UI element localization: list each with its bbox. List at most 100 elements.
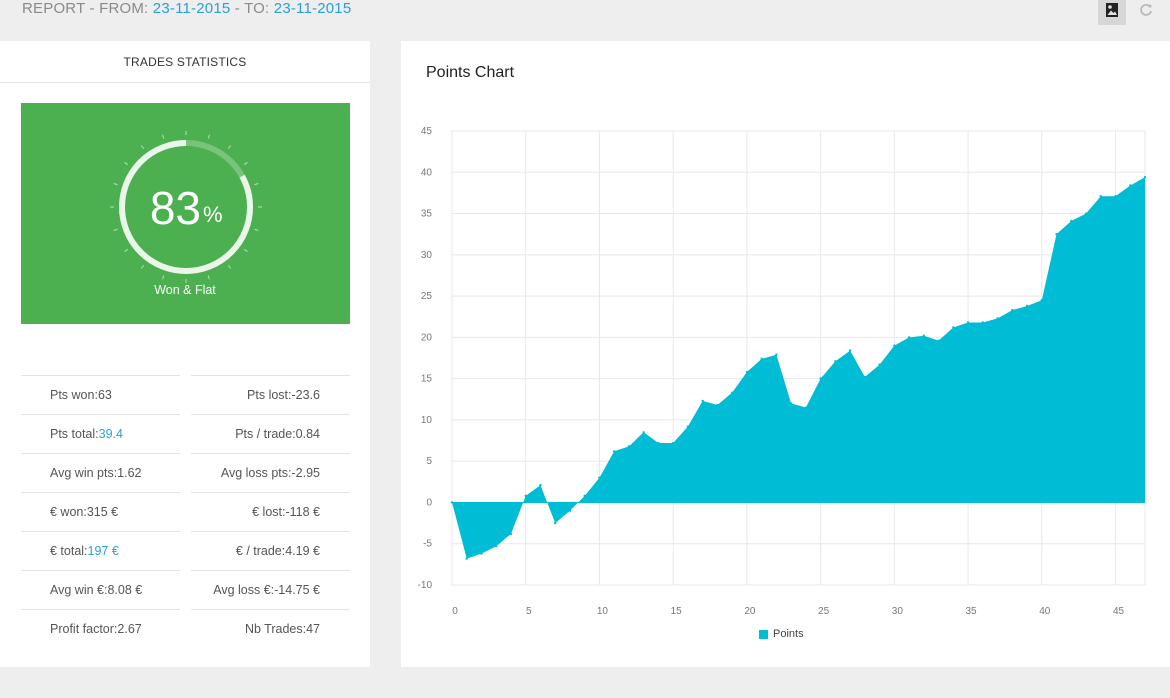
panel-title: TRADES STATISTICS (0, 41, 370, 83)
data-point (1040, 299, 1043, 302)
data-point (966, 321, 970, 324)
data-point (937, 339, 940, 342)
data-point (819, 377, 822, 380)
data-point (848, 349, 852, 352)
from-date[interactable]: 23-11-2015 (152, 0, 231, 17)
data-point (1025, 304, 1029, 308)
chart-title: Points Chart (426, 64, 515, 81)
gauge-unit: % (203, 202, 223, 227)
data-point (627, 445, 631, 448)
y-tick-label: 10 (421, 415, 433, 426)
stats-right-column: Pts lost: -23.6 Pts / trade: 0.84 Avg loss… (191, 375, 350, 648)
y-tick-label: 30 (421, 250, 433, 261)
report-title: REPORT - FROM: 23-11-2015 - TO: 23-11-20… (22, 0, 351, 18)
data-point (922, 334, 926, 337)
stat-row: Pts lost: -23.6 (191, 375, 350, 414)
stat-value: 0.84 (295, 427, 320, 441)
stat-label: Pts / trade: (235, 427, 296, 441)
stat-row: € total: 197 € (21, 531, 180, 570)
data-point (509, 532, 513, 536)
stat-row: Nb Trades: 47 (191, 609, 350, 648)
y-tick-label: 5 (426, 456, 432, 467)
stat-value: 39.4 (98, 427, 123, 441)
stat-row: Profit factor: 2.67 (21, 609, 180, 648)
y-tick-label: -10 (418, 580, 433, 591)
y-tick-label: 0 (426, 497, 432, 508)
stat-value: 4.19 € (285, 544, 320, 558)
gauge-tick (162, 275, 165, 280)
x-tick-label: 30 (892, 606, 904, 617)
gauge-tick (124, 248, 129, 253)
chart-legend[interactable]: Points (759, 628, 804, 640)
data-point (1070, 219, 1073, 223)
image-export-button[interactable] (1098, 0, 1126, 25)
data-point (760, 357, 763, 361)
x-axis-ticks: 0 5 10 15 20 25 30 35 40 45 (452, 606, 1124, 617)
stat-row: € / trade: 4.19 € (191, 531, 350, 570)
stat-row: Avg loss €: -14.75 € (191, 570, 350, 609)
data-point (893, 344, 896, 347)
report-to-label: - TO: (230, 0, 274, 17)
refresh-icon (1138, 2, 1154, 23)
stat-label: Avg win €: (50, 583, 108, 597)
stat-label: € won: (50, 505, 87, 519)
data-point (671, 441, 675, 445)
stat-value: 47 (306, 622, 320, 636)
stat-row: Avg win pts: 1.62 (21, 453, 180, 492)
x-tick-label: 20 (744, 606, 756, 617)
y-tick-label: 45 (421, 126, 433, 137)
refresh-button[interactable] (1132, 0, 1160, 25)
gauge-caption: Won & Flat (154, 283, 216, 297)
stat-value: -14.75 € (274, 583, 320, 597)
data-point (598, 476, 601, 479)
data-point (1143, 176, 1147, 179)
gauge-tick (254, 183, 259, 186)
data-point (642, 431, 645, 434)
x-tick-label: 15 (671, 606, 683, 617)
y-tick-label: 25 (421, 291, 433, 302)
to-date[interactable]: 23-11-2015 (273, 0, 352, 17)
data-point (450, 501, 454, 504)
stat-label: € total: (50, 544, 88, 558)
data-point (878, 363, 881, 366)
stat-row: € won: 315 € (21, 492, 180, 531)
data-point (745, 370, 749, 374)
data-point (701, 399, 704, 403)
stat-label: Avg loss €: (213, 583, 275, 597)
gauge-value: 83 (150, 182, 201, 234)
gauge-tick (207, 134, 210, 139)
data-point (952, 326, 955, 329)
gauge-tick (207, 275, 210, 280)
stat-row: Pts won: 63 (21, 375, 180, 414)
data-point (804, 406, 808, 409)
points-chart-panel: Points Chart -10 -5 0 5 10 15 20 25 30 35 40 45 0 5 1… (401, 41, 1170, 667)
data-point (612, 450, 616, 453)
stat-value: 315 € (86, 505, 119, 519)
image-icon (1105, 2, 1119, 23)
x-tick-label: 45 (1113, 606, 1125, 617)
data-point (996, 317, 999, 320)
data-point (568, 509, 572, 512)
points-chart: -10 -5 0 5 10 15 20 25 30 35 40 45 0 5 10 15 20 25 30 35 40… (418, 126, 1147, 617)
stat-label: Avg win pts: (50, 466, 118, 480)
gauge-tick (243, 248, 248, 253)
stat-value: 8.08 € (107, 583, 143, 597)
data-point (775, 353, 778, 356)
gauge-tick (243, 161, 248, 166)
x-tick-label: 5 (526, 606, 532, 617)
gauge-tick (140, 145, 145, 150)
data-point (657, 441, 660, 445)
data-point (834, 360, 837, 363)
y-axis-ticks: -10 -5 0 5 10 15 20 25 30 35 40 45 (418, 126, 433, 591)
data-point (583, 494, 586, 498)
stat-label: € / trade: (235, 544, 286, 558)
chart-series (450, 176, 1147, 560)
trades-statistics-panel: TRADES STATISTICS 83 % Won & Flat Pts wo… (0, 41, 370, 667)
gauge-tick (254, 228, 259, 231)
stat-label: Pts won: (50, 388, 98, 402)
stat-label: Avg loss pts: (220, 466, 292, 480)
stat-label: € lost: (252, 505, 286, 519)
top-bar: REPORT - FROM: 23-11-2015 - TO: 23-11-20… (0, 0, 1170, 40)
stat-value: 2.67 (117, 622, 142, 636)
stat-value: 63 (97, 388, 112, 402)
